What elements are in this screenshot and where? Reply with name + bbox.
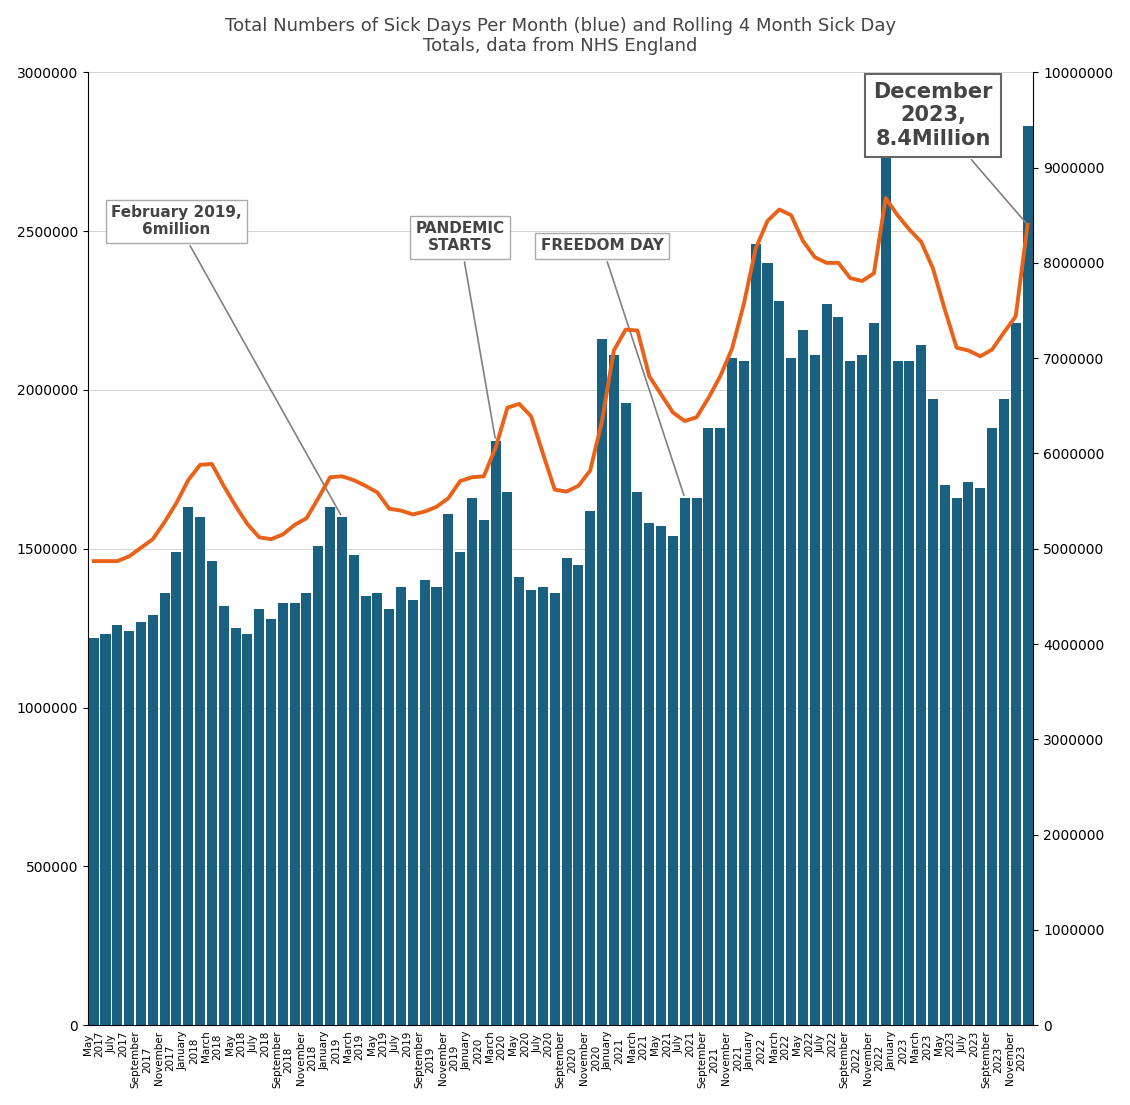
Bar: [408, 600, 418, 1025]
Bar: [266, 619, 276, 1025]
Text: December
2023,
8.4Million: December 2023, 8.4Million: [873, 82, 1026, 222]
Bar: [503, 492, 512, 1025]
Bar: [479, 520, 489, 1025]
Bar: [657, 526, 666, 1025]
Bar: [668, 536, 678, 1025]
Bar: [703, 428, 713, 1025]
Bar: [562, 558, 572, 1025]
Bar: [112, 625, 122, 1025]
Bar: [951, 498, 962, 1025]
Bar: [360, 597, 371, 1025]
Bar: [289, 602, 299, 1025]
Bar: [432, 587, 442, 1025]
Bar: [786, 358, 797, 1025]
Bar: [964, 482, 973, 1025]
Bar: [893, 361, 903, 1025]
Bar: [988, 428, 997, 1025]
Bar: [739, 361, 749, 1025]
Bar: [692, 498, 702, 1025]
Bar: [337, 517, 347, 1025]
Title: Total Numbers of Sick Days Per Month (blue) and Rolling 4 Month Sick Day
Totals,: Total Numbers of Sick Days Per Month (bl…: [225, 17, 896, 55]
Bar: [904, 361, 914, 1025]
Bar: [774, 301, 784, 1025]
Bar: [325, 507, 336, 1025]
Bar: [644, 524, 654, 1025]
Bar: [384, 609, 394, 1025]
Bar: [136, 622, 146, 1025]
Bar: [207, 561, 217, 1025]
Bar: [302, 593, 312, 1025]
Bar: [159, 593, 170, 1025]
Bar: [727, 358, 737, 1025]
Text: PANDEMIC
STARTS: PANDEMIC STARTS: [416, 221, 505, 438]
Text: February 2019,
6million: February 2019, 6million: [111, 206, 340, 515]
Bar: [313, 546, 323, 1025]
Bar: [975, 488, 985, 1025]
Bar: [242, 634, 252, 1025]
Bar: [538, 587, 548, 1025]
Bar: [822, 304, 832, 1025]
Bar: [940, 485, 950, 1025]
Bar: [88, 638, 98, 1025]
Bar: [1010, 324, 1020, 1025]
Bar: [834, 317, 843, 1025]
Bar: [527, 590, 536, 1025]
Bar: [101, 634, 111, 1025]
Bar: [443, 514, 453, 1025]
Bar: [597, 339, 607, 1025]
Bar: [172, 551, 182, 1025]
Bar: [999, 399, 1009, 1025]
Bar: [798, 329, 808, 1025]
Bar: [620, 402, 631, 1025]
Bar: [715, 428, 725, 1025]
Bar: [373, 593, 382, 1025]
Bar: [419, 580, 429, 1025]
Bar: [845, 361, 855, 1025]
Bar: [278, 602, 288, 1025]
Bar: [254, 609, 264, 1025]
Bar: [869, 324, 879, 1025]
Bar: [549, 593, 559, 1025]
Bar: [585, 511, 596, 1025]
Bar: [148, 615, 158, 1025]
Bar: [810, 355, 819, 1025]
Bar: [916, 346, 927, 1025]
Bar: [396, 587, 406, 1025]
Bar: [750, 244, 760, 1025]
Bar: [124, 631, 134, 1025]
Bar: [231, 628, 241, 1025]
Bar: [609, 355, 619, 1025]
Bar: [490, 441, 501, 1025]
Bar: [633, 492, 643, 1025]
Bar: [928, 399, 938, 1025]
Bar: [763, 263, 773, 1025]
Bar: [880, 143, 890, 1025]
Bar: [1023, 126, 1033, 1025]
Bar: [349, 555, 358, 1025]
Bar: [573, 565, 583, 1025]
Bar: [455, 551, 466, 1025]
Text: FREEDOM DAY: FREEDOM DAY: [540, 239, 684, 495]
Bar: [467, 498, 477, 1025]
Bar: [680, 498, 689, 1025]
Bar: [195, 517, 205, 1025]
Bar: [183, 507, 193, 1025]
Bar: [514, 577, 524, 1025]
Bar: [857, 355, 867, 1025]
Bar: [219, 606, 228, 1025]
